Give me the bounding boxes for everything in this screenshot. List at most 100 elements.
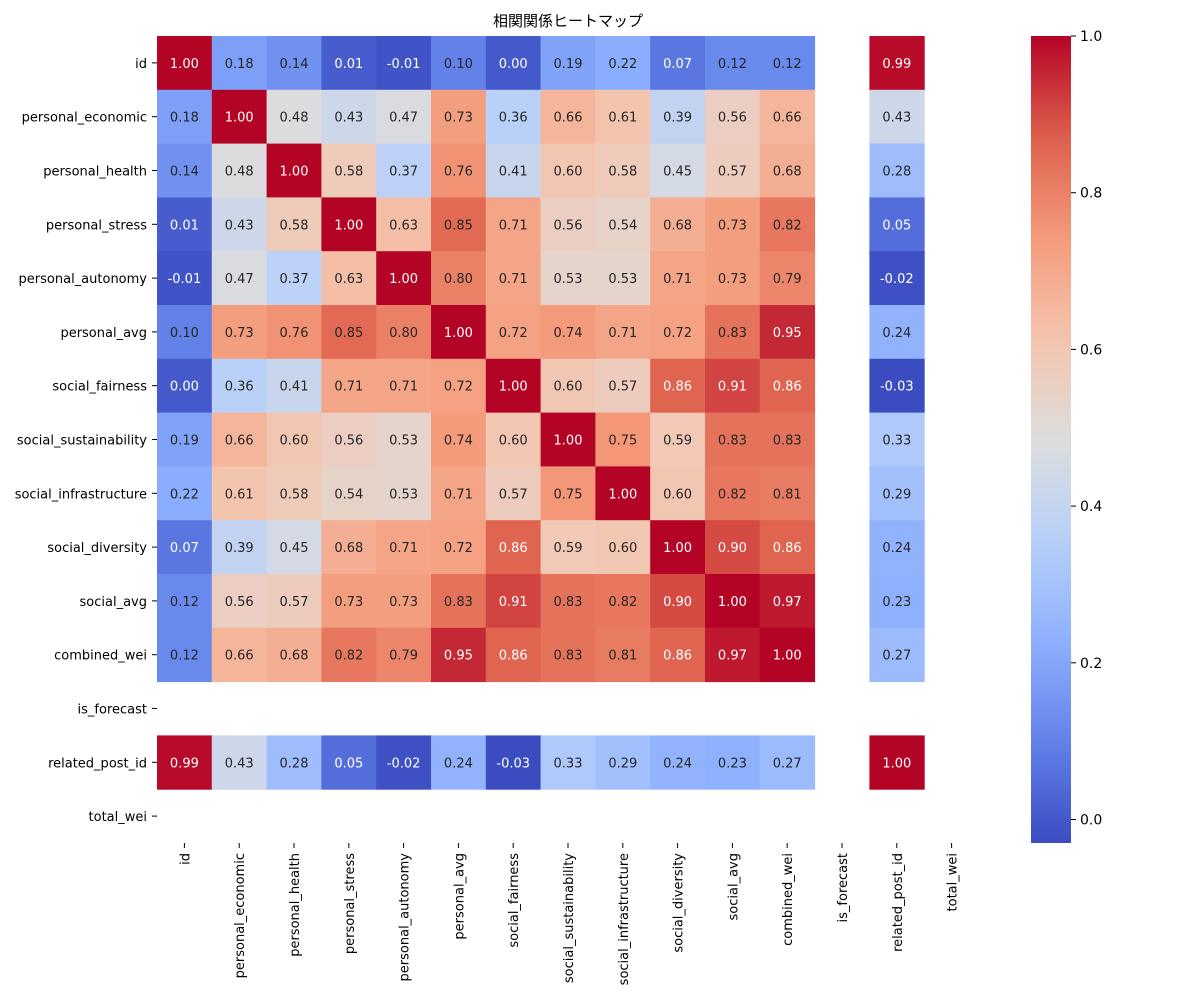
heatmap-cell bbox=[595, 251, 651, 306]
colorbar: 0.0 0.2 0.4 0.6 0.8 1.0 bbox=[1031, 29, 1102, 843]
heatmap-cell bbox=[266, 358, 322, 414]
heatmap-cell bbox=[869, 358, 925, 414]
cell-value-label: 0.82 bbox=[334, 649, 363, 664]
cell-value-label: 1.00 bbox=[444, 326, 473, 341]
cell-value-label: 0.76 bbox=[444, 165, 473, 180]
heatmap-cell bbox=[869, 412, 925, 467]
heatmap-cell bbox=[157, 143, 213, 198]
cell-value-label: 0.73 bbox=[718, 218, 747, 233]
cell-value-label: 1.00 bbox=[663, 541, 692, 556]
heatmap-cell bbox=[759, 143, 816, 198]
heatmap-cell bbox=[157, 574, 213, 629]
row-tick-label: personal_economic bbox=[22, 111, 147, 126]
heatmap-cell bbox=[376, 251, 432, 306]
heatmap-cell bbox=[376, 412, 432, 467]
cell-value-label: 0.41 bbox=[499, 165, 528, 180]
heatmap-cell bbox=[540, 412, 596, 467]
heatmap-cell bbox=[266, 520, 322, 575]
row-tick-label: total_wei bbox=[89, 810, 147, 825]
heatmap-cell bbox=[869, 466, 925, 521]
heatmap-cell bbox=[321, 735, 377, 790]
cell-value-label: 0.39 bbox=[225, 541, 254, 556]
cell-value-label: 0.22 bbox=[170, 487, 199, 502]
heatmap-cell bbox=[266, 466, 322, 521]
heatmap-cell bbox=[431, 412, 487, 467]
heatmap-cell bbox=[759, 466, 816, 521]
heatmap-cell bbox=[266, 89, 322, 145]
row-tick-label: social_diversity bbox=[47, 541, 147, 556]
cell-value-label: 0.43 bbox=[225, 218, 254, 233]
colorbar-tick-label: 1.0 bbox=[1080, 29, 1102, 45]
col-tick-label: social_sustainability bbox=[562, 853, 577, 983]
heatmap-cell bbox=[376, 574, 432, 629]
cell-value-label: 0.83 bbox=[444, 595, 473, 610]
heatmap-cell bbox=[485, 520, 542, 575]
cell-value-label: 0.66 bbox=[554, 111, 583, 126]
col-tick-label: personal_avg bbox=[452, 853, 467, 940]
cell-value-label: 0.71 bbox=[608, 326, 637, 341]
cell-value-label: 0.60 bbox=[554, 380, 583, 395]
cell-value-label: 1.00 bbox=[499, 380, 528, 395]
colorbar-tick-label: 0.6 bbox=[1080, 342, 1102, 358]
heatmap-cell bbox=[321, 520, 377, 575]
cell-value-label: 0.60 bbox=[499, 434, 528, 449]
heatmap-cell bbox=[376, 305, 432, 360]
heatmap-cell bbox=[431, 36, 487, 91]
cell-value-label: 0.53 bbox=[554, 272, 583, 287]
heatmap-cell bbox=[540, 305, 596, 360]
heatmap-cell bbox=[595, 735, 651, 790]
cell-value-label: 0.23 bbox=[882, 595, 911, 610]
heatmap-cell bbox=[157, 412, 213, 467]
cell-value-label: 0.27 bbox=[882, 649, 911, 664]
heatmap-cell bbox=[431, 735, 487, 790]
heatmap-cell bbox=[540, 358, 596, 414]
cell-value-label: -0.02 bbox=[880, 272, 914, 287]
cell-value-label: 1.00 bbox=[170, 57, 199, 72]
heatmap-cell bbox=[869, 520, 925, 575]
heatmap-cell bbox=[485, 358, 542, 414]
heatmap-cell bbox=[321, 358, 377, 414]
heatmap-cell bbox=[869, 251, 925, 306]
cell-value-label: 0.24 bbox=[882, 326, 911, 341]
heatmap-cell bbox=[595, 143, 651, 198]
cell-value-label: 0.33 bbox=[554, 756, 583, 771]
heatmap-cell bbox=[540, 574, 596, 629]
cell-value-label: 0.71 bbox=[389, 380, 418, 395]
heatmap-cell bbox=[540, 143, 596, 198]
cell-value-label: 0.19 bbox=[554, 57, 583, 72]
col-tick-label: is_forecast bbox=[836, 853, 851, 922]
heatmap-cell bbox=[540, 197, 596, 252]
heatmap-cell bbox=[485, 36, 542, 91]
heatmap-cell bbox=[485, 143, 542, 198]
cell-value-label: 0.29 bbox=[608, 756, 637, 771]
chart-title: 相関関係ヒートマップ bbox=[493, 12, 643, 30]
heatmap-cell bbox=[157, 36, 213, 91]
heatmap-cell bbox=[705, 412, 761, 467]
cell-value-label: 0.53 bbox=[389, 434, 418, 449]
cell-value-label: 1.00 bbox=[882, 756, 911, 771]
heatmap-cell bbox=[705, 305, 761, 360]
cell-value-label: 0.99 bbox=[170, 756, 199, 771]
colorbar-tick-label: 0.2 bbox=[1080, 656, 1102, 672]
row-tick-label: social_avg bbox=[80, 595, 147, 610]
cell-value-label: 0.85 bbox=[334, 326, 363, 341]
heatmap-cell bbox=[705, 520, 761, 575]
cell-value-label: -0.01 bbox=[168, 272, 202, 287]
cell-value-label: -0.02 bbox=[387, 756, 421, 771]
cell-value-label: 0.73 bbox=[225, 326, 254, 341]
cell-value-label: 0.97 bbox=[773, 595, 802, 610]
heatmap-cell bbox=[705, 735, 761, 790]
cell-value-label: 0.79 bbox=[773, 272, 802, 287]
heatmap-cell bbox=[431, 89, 487, 145]
heatmap-cell bbox=[705, 251, 761, 306]
heatmap-cell bbox=[376, 735, 432, 790]
cell-value-label: 0.90 bbox=[663, 595, 692, 610]
row-tick-labels: id personal_economic personal_healthperson… bbox=[15, 57, 157, 825]
cell-value-label: 0.68 bbox=[773, 165, 802, 180]
cell-value-label: 0.01 bbox=[334, 57, 363, 72]
cell-value-label: 0.71 bbox=[444, 487, 473, 502]
heatmap-cell bbox=[595, 358, 651, 414]
heatmap-cell bbox=[540, 627, 596, 683]
heatmap-cell bbox=[759, 735, 816, 790]
heatmap-cell bbox=[650, 36, 706, 91]
